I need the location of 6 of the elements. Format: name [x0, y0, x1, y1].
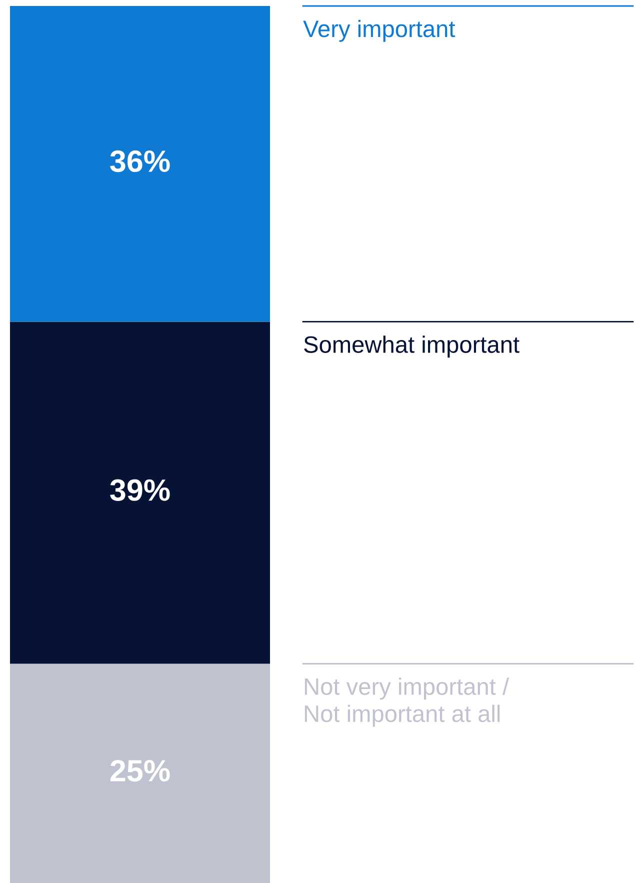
data-label: 36%: [110, 150, 170, 172]
series-label: Not very important / Not important at all: [304, 678, 510, 727]
series-label: Somewhat important: [304, 336, 520, 358]
data-label: 25%: [110, 760, 170, 782]
series-label: Very important: [303, 20, 456, 42]
data-label: 39%: [110, 479, 170, 501]
